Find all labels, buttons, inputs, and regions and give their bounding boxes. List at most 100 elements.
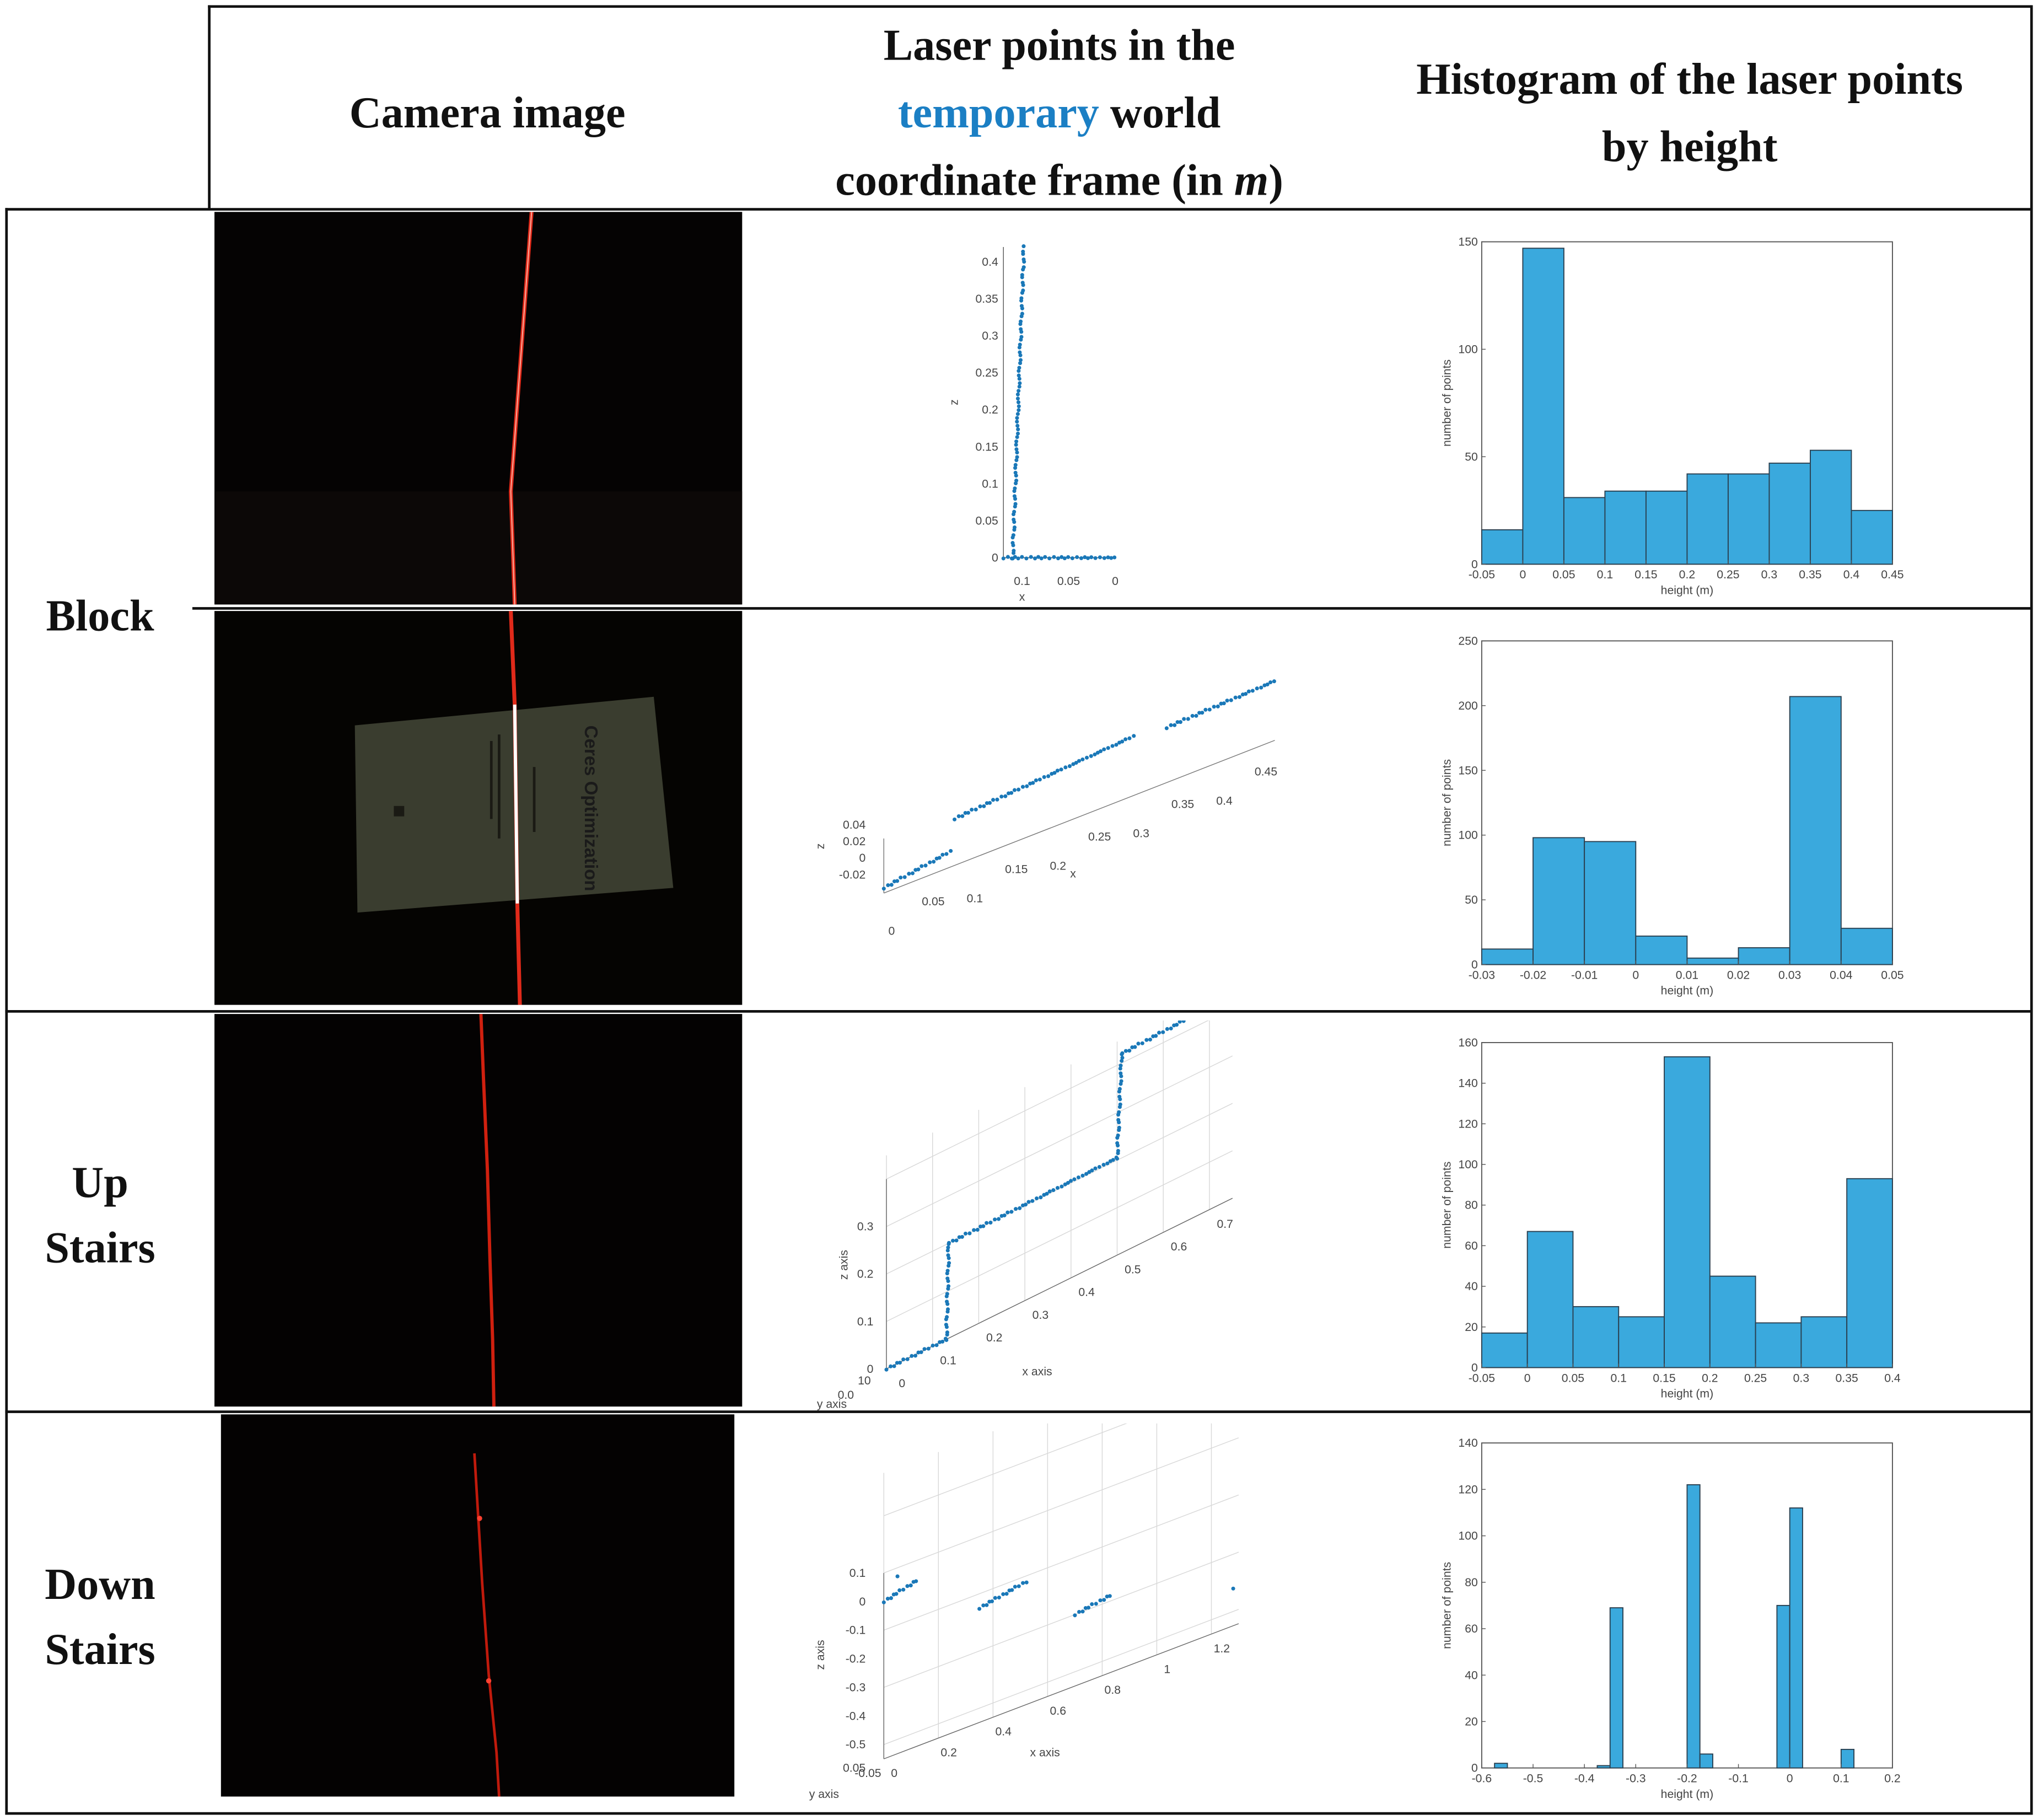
laser-point [1005,1210,1010,1215]
laser-point [1056,556,1061,561]
laser-point [1111,1158,1115,1162]
laser-point [1010,556,1015,561]
laser-point [1023,1202,1028,1207]
laser-point [913,1354,918,1358]
scatter-x-tick-label: 0.2 [940,1746,957,1759]
scatter-z-tick-label: 0.1 [982,477,998,490]
laser-point [1123,1049,1128,1053]
laser-point [1225,699,1229,703]
laser-point [923,863,928,868]
laser-point [1017,787,1021,792]
laser-point [1039,1195,1043,1200]
laser-point [1015,435,1019,439]
laser-point [1093,1166,1098,1171]
laser-point [1102,556,1106,560]
laser-point [905,1357,910,1361]
laser-point [1003,794,1008,798]
document-title: Ceres Optimization [580,725,602,892]
histogram-panel-up-stairs: -0.05 0 0.05 0.1 0.15 0.2 0.25 0.3 0.35 0.4 0 20 40 6… [1417,1027,1962,1417]
laser-point [1075,555,1079,560]
laser-point [1076,1175,1080,1180]
grid-line [884,1494,1239,1631]
hist-bar [1789,696,1842,965]
hist-bar [1776,1604,1790,1769]
laser-point [1114,743,1119,747]
laser-point [963,810,967,815]
hist-bar [1727,473,1770,565]
histogram-block-1: -0.05 0 0.05 0.1 0.15 0.2 0.25 0.3 0.35 0.4 0.4505… [1440,236,1903,597]
laser-point [916,867,921,872]
hist-x-tick-label: 0.35 [1836,1372,1858,1384]
hist-y-tick-label: 60 [1465,1239,1478,1252]
laser-point [960,1234,964,1239]
laser-point [1014,1207,1018,1211]
laser-point [1012,494,1017,498]
laser-point [1017,369,1021,373]
laser-point [1060,1184,1064,1189]
laser-point [963,1231,968,1236]
laser-point [1069,1179,1073,1183]
laser-line-block-1 [214,212,743,605]
laser-point [946,1245,950,1250]
laser-point [1089,754,1093,758]
hist-y-tick-label: 40 [1465,1280,1478,1293]
header-laser-line1: Laser points in the [883,22,1235,71]
scatter-z-tick-label: 0.35 [975,293,998,305]
laser-point [1116,1148,1120,1153]
laser-point [1051,1188,1056,1193]
laser-point [1133,1045,1137,1049]
header-hist-line2: by height [1601,123,1778,172]
laser-point [1197,711,1202,715]
laser-point [1136,1041,1141,1046]
header-world-word: world [1110,89,1221,138]
hist-x-tick-label: 0.1 [1597,568,1614,581]
laser-point [1085,755,1089,760]
laser-point [1036,555,1041,559]
laser-point [974,807,978,812]
scatter-x-tick-label: 0 [891,1767,897,1780]
laser-point [1080,1609,1085,1614]
hist-y-tick-label: 200 [1458,700,1477,712]
scatter-x-tick-label: 0.1 [940,1355,956,1367]
laser-point [996,1217,1001,1221]
scatter-corner-label: 0.05 [843,1762,865,1775]
hist-x-axis-label: height (m) [1661,1788,1714,1801]
laser-point [1014,439,1019,444]
laser-point [945,1300,949,1304]
laser-point [914,1579,918,1583]
hist-bar [1494,1763,1508,1769]
hist-bar [1800,1316,1848,1368]
laser-point [1268,680,1273,685]
scatter-z-tick-label: -0.3 [846,1681,866,1694]
laser-point [1012,517,1016,522]
scatter-z-tick-label: -0.4 [846,1710,866,1722]
laser-point [1055,769,1060,773]
scatter-z-tick-label: -0.2 [846,1653,866,1666]
laser-point [1073,1613,1077,1618]
laser-point [1002,1213,1007,1217]
laser-point [1047,556,1052,561]
laser-point [1029,555,1033,559]
laser-point [1024,1580,1029,1585]
laser-point [1165,1027,1169,1031]
scatter-x-tick-label: 0.6 [1050,1705,1066,1717]
laser-point [1014,443,1018,447]
hist-bar [1584,841,1637,965]
laser-point [1118,1102,1122,1107]
hist-x-axis-label: height (m) [1661,584,1714,597]
header-laser-line3-post: ) [1268,157,1283,206]
hist-y-axis-label: number of points [1440,759,1453,846]
laser-point [944,852,949,856]
camera-image-block-2: Ceres Optimization [214,611,743,1005]
scatter-panel-down-stairs: -0.5 -0.4 -0.3 -0.2 -0.1 0 0.1 0 0.2 0.4 0.6 0.8 1 1.… [780,1423,1326,1813]
laser-point [947,1261,951,1265]
laser-point [1120,739,1125,744]
hist-bar [1789,1507,1803,1769]
scatter-x-tick-label: 0.45 [1255,765,1277,778]
hist-bar [1481,529,1524,565]
table-border-top [208,5,2032,7]
laser-point [1255,686,1259,691]
laser-point [1017,384,1021,389]
hist-y-tick-label: 80 [1465,1199,1478,1212]
